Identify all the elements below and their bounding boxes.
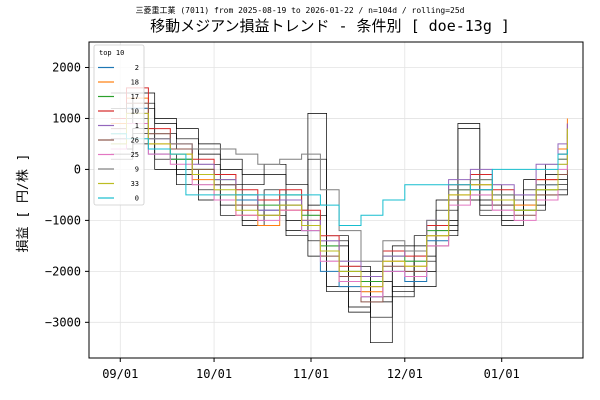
y-axis-label: 損益 [ 円/株 ]	[16, 154, 31, 253]
legend-label-10: 10	[131, 108, 139, 116]
x-tick-label: 11/01	[293, 367, 329, 381]
legend-label-1: 1	[135, 122, 139, 130]
y-tick-label: −2000	[45, 264, 81, 278]
y-tick-label: −1000	[45, 213, 81, 227]
series-line-9	[110, 118, 568, 262]
legend-label-25: 25	[131, 151, 139, 159]
legend-label-2: 2	[135, 64, 139, 72]
x-tick-label: 10/01	[196, 367, 232, 381]
legend-label-26: 26	[131, 137, 139, 145]
legend-label-0: 0	[135, 195, 139, 203]
legend-label-33: 33	[131, 180, 139, 188]
y-tick-label: −3000	[45, 315, 81, 329]
y-tick-label: 2000	[52, 60, 81, 74]
chart-title: 移動メジアン損益トレンド - 条件別 [ doe-13g ]	[150, 17, 510, 35]
legend-box	[93, 44, 145, 206]
x-tick-label: 12/01	[387, 367, 423, 381]
legend-title: top 10	[99, 49, 124, 57]
series-line-33	[110, 112, 568, 288]
x-tick-label: 09/01	[102, 367, 138, 381]
legend-label-18: 18	[131, 79, 139, 87]
legend: top 10 2 18 17 10 1 26 25 9 33 0	[93, 44, 145, 206]
axes: 2000 1000 0 −1000 −2000 −3000 09/01 10/01 11/01 1…	[45, 60, 520, 381]
legend-label-17: 17	[131, 93, 139, 101]
x-tick-label: 01/01	[484, 367, 520, 381]
legend-label-9: 9	[135, 166, 139, 174]
chart-subtitle: 三菱重工業 (7011) from 2025-08-19 to 2026-01-…	[136, 5, 465, 15]
plot-area-frame	[88, 41, 584, 359]
y-tick-label: 1000	[52, 111, 81, 125]
y-tick-label: 0	[74, 162, 81, 176]
series-group	[110, 87, 568, 303]
series-line-0	[110, 133, 568, 226]
